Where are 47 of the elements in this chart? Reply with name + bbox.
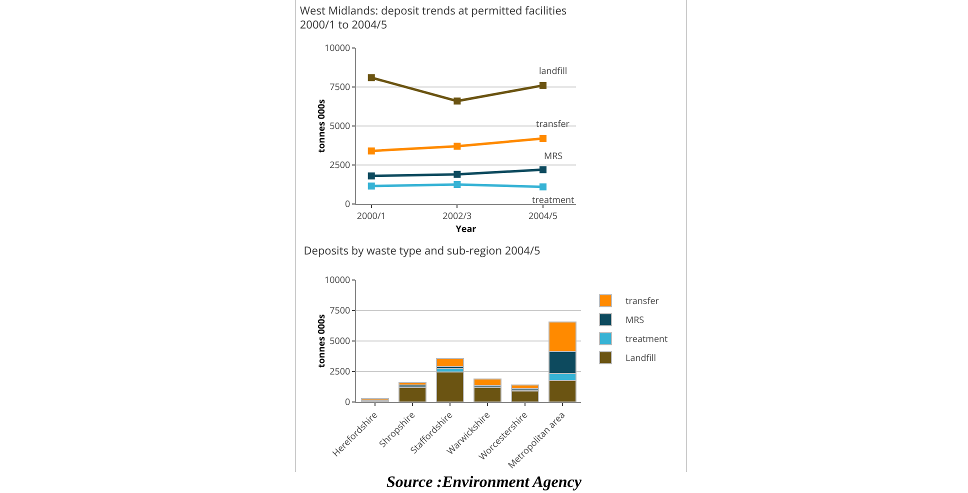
point [368,182,375,190]
point [540,183,546,190]
y-tick-label: 5000 [330,334,350,348]
point [368,147,375,154]
point [454,98,461,105]
x-axis-title: Year [456,222,476,235]
series-label: treatment [532,193,574,206]
legend-label: transfer [626,294,660,308]
x-tick-label: 2002/3 [442,208,472,222]
bar [398,386,426,402]
legend-label: MRS [626,313,644,326]
y-tick-label: 7500 [330,304,350,317]
legend-label: treatment [626,332,668,346]
bar [510,390,539,402]
chart-title: West Midlands: deposit trends at permitted facilities 2000/1 to 2004/5 [300,3,567,33]
legend-label: Landfill [626,351,656,364]
y-axis-title: tonnes 000s [314,98,328,153]
bar [398,382,426,386]
point [368,74,375,82]
point [454,142,461,150]
y-tick-label: 7500 [330,80,350,94]
point [540,82,546,89]
bar [510,384,539,390]
y-tick-label: 0 [345,395,350,408]
y-tick-label: 2500 [330,364,350,378]
bar [473,378,502,386]
series-label: landfill [539,64,568,77]
point [454,181,461,188]
point [454,170,461,178]
x-tick-label: 2000/1 [356,208,386,222]
series-label: transfer [536,117,570,130]
point [540,134,546,142]
chart-title: Deposits by waste type and sub-region 2004/5 [304,244,540,259]
y-axis-title: tonnes 000s [314,314,328,368]
y-tick-label: 2500 [330,158,350,172]
y-tick-label: 5000 [330,119,350,132]
bar [473,386,502,402]
y-tick-label: 0 [345,197,350,210]
bar [436,358,464,368]
bar [436,372,464,402]
y-tick-label: 10000 [324,41,350,54]
y-tick-label: 10000 [324,273,350,286]
series-label: MRS [544,149,563,162]
source-note: Source :Environment Agency [386,474,582,492]
point [540,166,546,174]
point [368,172,375,180]
x-tick-label: 2004/5 [528,208,558,222]
